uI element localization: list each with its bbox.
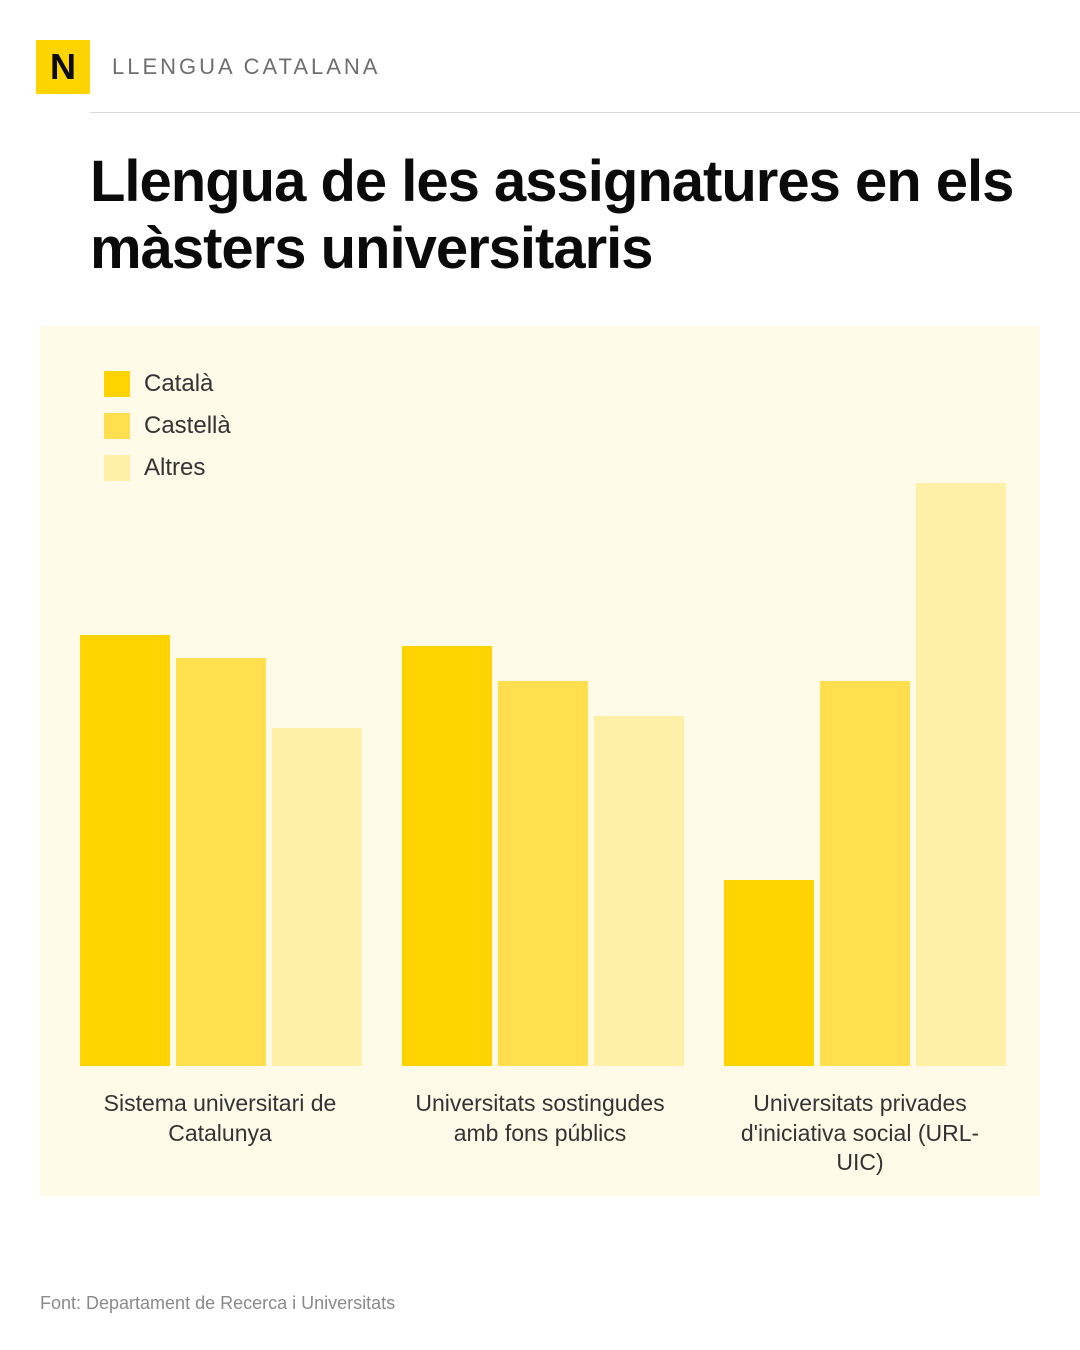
header: N LLENGUA CATALANA: [0, 0, 1080, 94]
bar-altres: [594, 716, 684, 1066]
bar-group: [80, 366, 362, 1066]
bar-altres: [272, 728, 362, 1066]
header-divider: [90, 112, 1080, 113]
logo: N: [36, 40, 90, 94]
bar-castella: [176, 658, 266, 1066]
x-axis-label: Universitats sostingudes amb fons públic…: [400, 1089, 680, 1179]
x-axis-label: Sistema universitari de Catalunya: [80, 1089, 360, 1179]
bar-altres: [916, 483, 1006, 1066]
category-label: LLENGUA CATALANA: [112, 54, 380, 80]
bar-catala: [402, 646, 492, 1066]
bar-catala: [80, 635, 170, 1067]
chart: CatalàCastellàAltres Sistema universitar…: [40, 326, 1040, 1196]
page-title: Llengua de les assignatures en els màste…: [90, 149, 1032, 282]
bar-castella: [498, 681, 588, 1066]
bar-castella: [820, 681, 910, 1066]
x-axis-label: Universitats privades d'iniciativa socia…: [720, 1089, 1000, 1179]
plot-area: [80, 366, 1000, 1066]
x-axis-labels: Sistema universitari de Catalunya Univers…: [80, 1089, 1000, 1179]
source-footer: Font: Departament de Recerca i Universit…: [40, 1293, 395, 1314]
bar-group: [402, 366, 684, 1066]
bar-group: [724, 366, 1006, 1066]
bar-catala: [724, 880, 814, 1067]
